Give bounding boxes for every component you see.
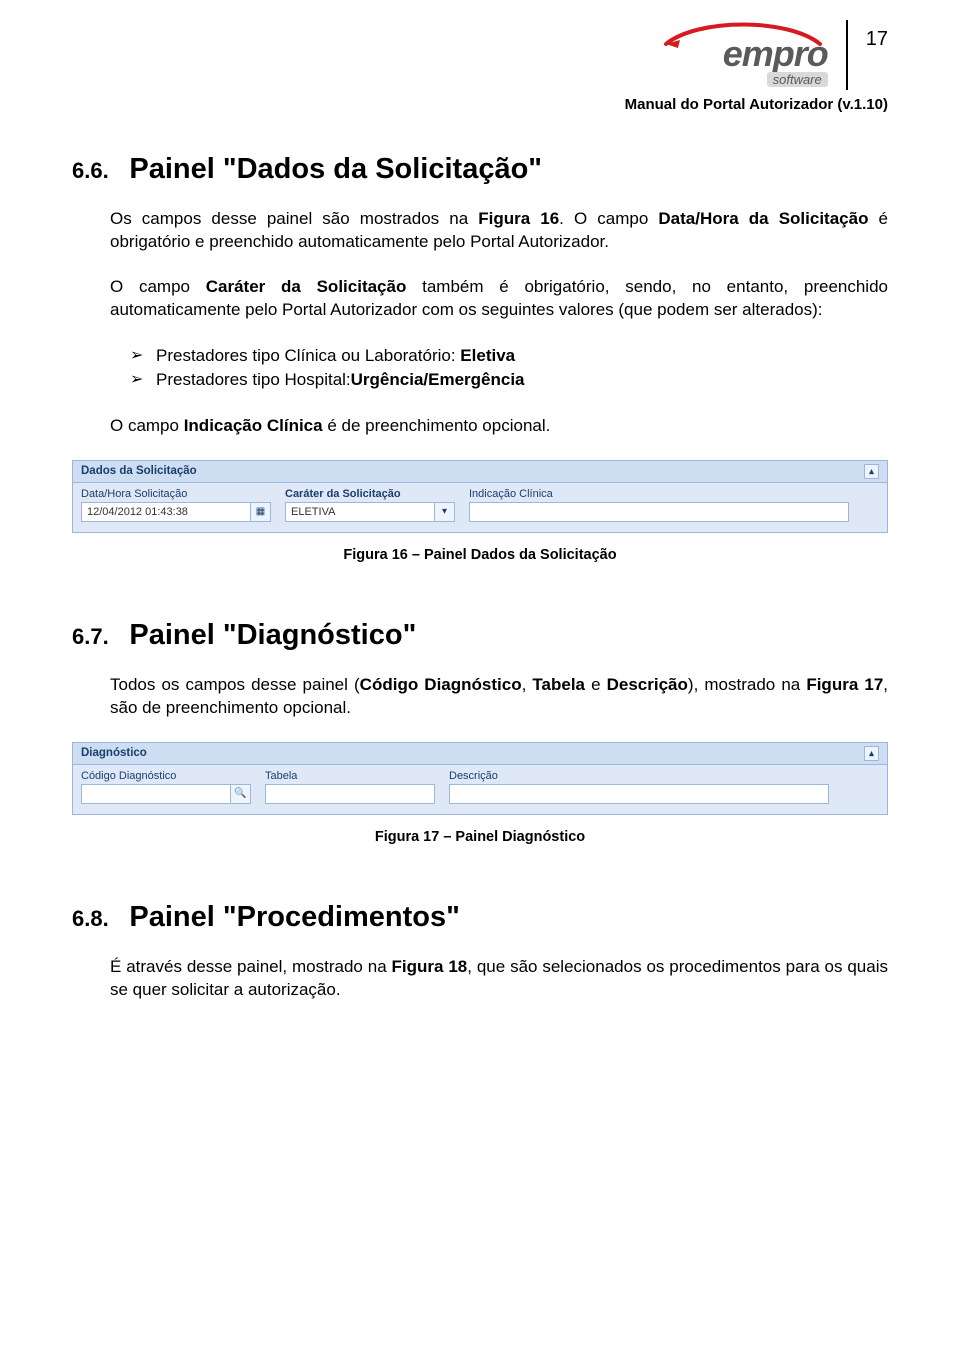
page-number: 17 bbox=[866, 20, 888, 51]
panel-diagnostico: Diagnóstico ▴ Código Diagnóstico 🔍 Tabel… bbox=[72, 742, 888, 815]
panel-dados-solicitacao: Dados da Solicitação ▴ Data/Hora Solicit… bbox=[72, 460, 888, 533]
text-bold: Descrição bbox=[607, 675, 688, 694]
text: O campo bbox=[110, 277, 206, 296]
logo-tag: software bbox=[767, 72, 828, 87]
text: . O campo bbox=[559, 209, 658, 228]
text: ), mostrado na bbox=[688, 675, 806, 694]
text-bold: Urgência/Emergência bbox=[351, 370, 525, 389]
section-title: Painel "Procedimentos" bbox=[129, 901, 459, 933]
panel-body: Data/Hora Solicitação ▦ Caráter da Solic… bbox=[73, 483, 887, 532]
section-67-para: Todos os campos desse painel (Código Dia… bbox=[110, 674, 888, 720]
text: Prestadores tipo Hospital: bbox=[156, 370, 351, 389]
field-carater: Caráter da Solicitação ▾ bbox=[285, 488, 455, 522]
section-title: Painel "Dados da Solicitação" bbox=[129, 153, 542, 185]
section-66-heading: 6.6. Painel "Dados da Solicitação" bbox=[72, 153, 888, 186]
figure-16-caption: Figura 16 – Painel Dados da Solicitação bbox=[72, 547, 888, 563]
section-num: 6.6. bbox=[72, 158, 109, 183]
chevron-down-icon[interactable]: ▾ bbox=[435, 502, 455, 522]
panel-title: Diagnóstico bbox=[81, 747, 147, 759]
field-label: Tabela bbox=[265, 770, 435, 782]
text: O campo bbox=[110, 416, 184, 435]
text-bold: Figura 16 bbox=[478, 209, 559, 228]
section-66-para1: Os campos desse painel são mostrados na … bbox=[110, 208, 888, 254]
header-divider bbox=[846, 20, 848, 90]
field-label: Código Diagnóstico bbox=[81, 770, 251, 782]
field-codigo-diagnostico: Código Diagnóstico 🔍 bbox=[81, 770, 251, 804]
section-num: 6.8. bbox=[72, 906, 109, 931]
panel-header: Dados da Solicitação ▴ bbox=[73, 461, 887, 483]
figure-17-caption: Figura 17 – Painel Diagnóstico bbox=[72, 829, 888, 845]
doc-subtitle: Manual do Portal Autorizador (v.1.10) bbox=[72, 96, 888, 113]
calendar-icon[interactable]: ▦ bbox=[251, 502, 271, 522]
field-descricao: Descrição bbox=[449, 770, 879, 804]
data-hora-input[interactable] bbox=[81, 502, 251, 522]
section-66-para3: O campo Indicação Clínica é de preenchim… bbox=[110, 415, 888, 438]
field-label: Descrição bbox=[449, 770, 879, 782]
text-bold: Figura 17 bbox=[806, 675, 883, 694]
text-bold: Figura 18 bbox=[392, 957, 468, 976]
logo-block: empro software bbox=[658, 20, 828, 87]
tabela-input[interactable] bbox=[265, 784, 435, 804]
carater-select[interactable] bbox=[285, 502, 435, 522]
text-bold: Tabela bbox=[532, 675, 585, 694]
text-bold: Indicação Clínica bbox=[184, 416, 323, 435]
section-67-heading: 6.7. Painel "Diagnóstico" bbox=[72, 619, 888, 652]
section-num: 6.7. bbox=[72, 624, 109, 649]
text: é de preenchimento opcional. bbox=[323, 416, 551, 435]
search-icon[interactable]: 🔍 bbox=[231, 784, 251, 804]
field-label: Data/Hora Solicitação bbox=[81, 488, 271, 500]
logo-text: empro bbox=[723, 38, 828, 70]
codigo-diagnostico-input[interactable] bbox=[81, 784, 231, 804]
bullet-item: Prestadores tipo Hospital:Urgência/Emerg… bbox=[130, 368, 888, 393]
bullet-item: Prestadores tipo Clínica ou Laboratório:… bbox=[130, 344, 888, 369]
panel-header: Diagnóstico ▴ bbox=[73, 743, 887, 765]
page-header: empro software 17 bbox=[72, 20, 888, 90]
field-tabela: Tabela bbox=[265, 770, 435, 804]
panel-collapse-button[interactable]: ▴ bbox=[864, 464, 879, 479]
indicacao-clinica-input[interactable] bbox=[469, 502, 849, 522]
section-66-bullets: Prestadores tipo Clínica ou Laboratório:… bbox=[130, 344, 888, 393]
text-bold: Data/Hora da Solicitação bbox=[658, 209, 868, 228]
text: , bbox=[522, 675, 533, 694]
text: É através desse painel, mostrado na bbox=[110, 957, 392, 976]
section-68-heading: 6.8. Painel "Procedimentos" bbox=[72, 901, 888, 934]
text: Prestadores tipo Clínica ou Laboratório: bbox=[156, 346, 460, 365]
field-data-hora: Data/Hora Solicitação ▦ bbox=[81, 488, 271, 522]
field-label: Caráter da Solicitação bbox=[285, 488, 455, 500]
text-bold: Eletiva bbox=[460, 346, 515, 365]
panel-body: Código Diagnóstico 🔍 Tabela Descrição bbox=[73, 765, 887, 814]
text-bold: Caráter da Solicitação bbox=[206, 277, 407, 296]
text: e bbox=[585, 675, 607, 694]
field-label: Indicação Clínica bbox=[469, 488, 879, 500]
panel-title: Dados da Solicitação bbox=[81, 465, 197, 477]
text: Todos os campos desse painel ( bbox=[110, 675, 360, 694]
field-indicacao-clinica: Indicação Clínica bbox=[469, 488, 879, 522]
section-title: Painel "Diagnóstico" bbox=[129, 619, 416, 651]
panel-collapse-button[interactable]: ▴ bbox=[864, 746, 879, 761]
section-66-para2: O campo Caráter da Solicitação também é … bbox=[110, 276, 888, 322]
text-bold: Código Diagnóstico bbox=[360, 675, 522, 694]
descricao-input[interactable] bbox=[449, 784, 829, 804]
text: Os campos desse painel são mostrados na bbox=[110, 209, 478, 228]
section-68-para: É através desse painel, mostrado na Figu… bbox=[110, 956, 888, 1002]
